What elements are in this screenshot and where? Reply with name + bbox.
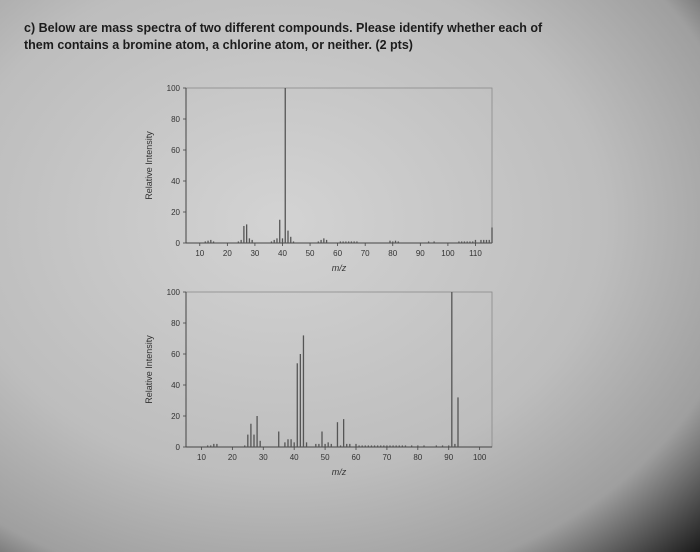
spectrum-1-x-tick-label: 60 [333,249,342,258]
spectrum-2-x-axis-label: m/z [332,467,347,477]
spectrum-1-y-tick-label: 40 [171,177,180,186]
spectrum-1-x-tick-label: 90 [416,249,425,258]
spectrum-2-x-tick-label: 60 [352,453,361,462]
spectrum-1-x-tick-label: 50 [306,249,315,258]
spectrum-1-y-tick-label: 0 [176,239,181,248]
spectrum-1-x-tick-label: 110 [469,249,482,258]
spectrum-1-x-axis-label: m/z [332,263,347,273]
spectrum-2-y-axis-label: Relative Intensity [144,335,154,404]
spectrum-2-y-tick-label: 80 [171,319,180,328]
spectrum-2-x-tick-label: 80 [413,453,422,462]
spectrum-1-x-tick-label: 100 [441,249,455,258]
spectrum-1-y-tick-label: 20 [171,208,180,217]
spectrum-2-y-tick-label: 60 [171,350,180,359]
question-text: c) Below are mass spectra of two differe… [24,20,664,54]
spectrum-2-x-tick-label: 90 [444,453,453,462]
spectrum-2-y-tick-label: 20 [171,412,180,421]
spectrum-1-x-tick-label: 70 [361,249,370,258]
spectrum-2-frame [185,291,493,448]
spectrum-1-x-tick-label: 40 [278,249,287,258]
spectrum-2-x-tick-label: 20 [228,453,237,462]
spectrum-2-x-tick-label: 50 [321,453,330,462]
spectrum-1-y-tick-label: 100 [167,84,181,93]
spectrum-2-x-tick-label: 100 [473,453,487,462]
spectrum-2-x-tick-label: 70 [382,453,391,462]
spectrum-1-frame [185,87,493,244]
spectrum-2-x-tick-label: 30 [259,453,268,462]
spectrum-1-x-tick-label: 20 [223,249,232,258]
spectrum-1-y-axis-label: Relative Intensity [144,131,154,200]
spectrum-1-x-tick-label: 80 [388,249,397,258]
question-line-2: them contains a bromine atom, a chlorine… [24,38,413,52]
spectrum-2-x-tick-label: 10 [197,453,206,462]
spectrum-1-y-tick-label: 80 [171,115,180,124]
spectrum-1-x-tick-label: 30 [250,249,259,258]
spectrum-1-y-tick-label: 60 [171,146,180,155]
spectrum-2-y-tick-label: 100 [167,288,181,297]
spectrum-2-x-tick-label: 40 [290,453,299,462]
spectrum-2-y-tick-label: 0 [176,443,181,452]
question-line-1: c) Below are mass spectra of two differe… [24,21,543,35]
spectrum-1-x-tick-label: 10 [195,249,204,258]
spectrum-2-y-tick-label: 40 [171,381,180,390]
